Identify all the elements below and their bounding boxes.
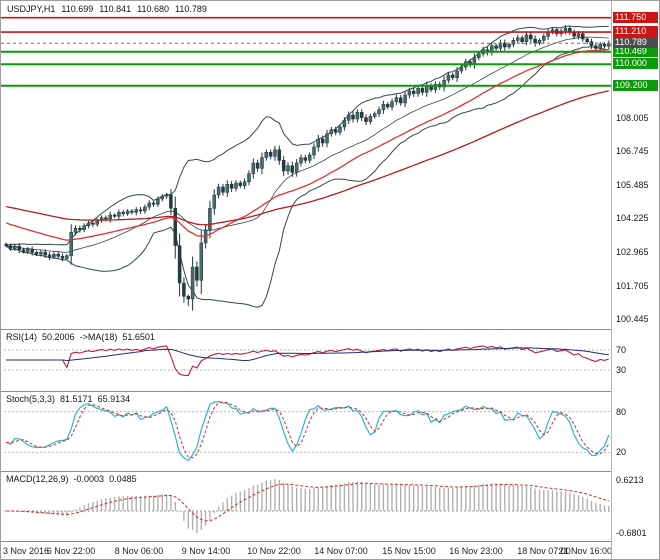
- moving-averages: [5, 48, 609, 241]
- time-axis-label: 8 Nov 06:00: [114, 546, 164, 556]
- stochastic-canvas: [4, 400, 611, 462]
- price-level-badge: 111.750: [613, 11, 658, 23]
- ohlc-high-value: 110.841: [99, 4, 132, 14]
- ohlc-open-value: 110.699: [61, 4, 94, 14]
- stoch-name: Stoch(5,3,3): [6, 394, 56, 404]
- price-tick-label: 104.225: [616, 213, 649, 224]
- time-axis-label: 9 Nov 14:00: [181, 546, 231, 556]
- stoch-k-line: [5, 400, 610, 462]
- symbol-timeframe-label: USDJPY,H1: [7, 4, 56, 14]
- macd-indicator-pane[interactable]: MACD(12,26,9) -0.0003 0.0485: [1, 472, 614, 541]
- macd-canvas: [4, 479, 611, 533]
- macd-histogram: [9, 479, 610, 533]
- time-axis-label: 6 Nov 22:00: [46, 546, 96, 556]
- ohlc-low-value: 110.680: [137, 4, 169, 14]
- macd-value: -0.0003: [73, 474, 105, 484]
- price-tick-label: 101.705: [616, 280, 649, 291]
- rsi-ma-name: ->MA(18): [79, 332, 118, 342]
- macd-indicator-label: MACD(12,26,9) -0.0003 0.0485: [6, 474, 137, 484]
- current-price-badge: 110.789: [613, 37, 658, 49]
- stoch-k-value: 81.5171: [60, 394, 93, 404]
- support-resistance-lines: [1, 16, 613, 87]
- main-chart-canvas: [1, 16, 613, 311]
- price-tick-label: 105.485: [616, 179, 649, 190]
- price-tick-label: 106.745: [616, 146, 649, 157]
- time-axis-label: 14 Nov 07:00: [314, 546, 368, 556]
- indicator-level-label: 80: [616, 406, 627, 417]
- price-level-badge: 110.469: [613, 45, 658, 57]
- rsi-line: [6, 345, 609, 377]
- stoch-level-lines: [4, 411, 611, 453]
- time-axis-label: 10 Nov 22:00: [247, 546, 301, 556]
- rsi-canvas: [4, 345, 611, 377]
- price-level-badge: 110.000: [613, 58, 658, 70]
- time-axis-label: 16 Nov 23:00: [449, 546, 503, 556]
- stoch-d-value: 65.9134: [97, 394, 131, 404]
- macd-name: MACD(12,26,9): [6, 474, 69, 484]
- stoch-d-line: [6, 401, 610, 459]
- indicator-level-label: 30: [616, 365, 627, 375]
- pane-separator[interactable]: [1, 541, 659, 542]
- time-axis-label: 3 Nov 2016: [3, 546, 50, 556]
- time-axis-label: 15 Nov 15:00: [382, 546, 436, 556]
- indicator-level-label: 0.6213: [616, 475, 644, 485]
- main-chart-pane[interactable]: USDJPY,H1 110.699 110.841 110.680 110.78…: [1, 1, 614, 329]
- indicator-level-label: -0.6801: [616, 528, 647, 538]
- bollinger-bands: [5, 25, 609, 308]
- stochastic-indicator-pane[interactable]: Stoch(5,3,3) 81.5171 65.9134: [1, 392, 614, 471]
- rsi-ma-line: [6, 347, 609, 362]
- macd-signal-line: [6, 482, 609, 522]
- indicator-level-label: 70: [616, 345, 627, 355]
- rsi-value: 50.2006: [42, 332, 75, 342]
- price-level-badge: 111.210: [613, 26, 658, 38]
- price-axis[interactable]: 108.005 106.745 105.485 104.225 102.965 101.7…: [611, 1, 659, 559]
- time-axis-label: 21 Nov 16:00: [558, 546, 612, 556]
- price-tick-label: 108.005: [616, 112, 649, 123]
- indicator-level-label: 20: [616, 447, 627, 458]
- pane-separator[interactable]: [1, 391, 659, 392]
- time-axis-label: 18 Nov 07:00: [517, 546, 571, 556]
- rsi-indicator-label: RSI(14) 50.2006 ->MA(18) 51.6501: [6, 332, 155, 342]
- chart-title: USDJPY,H1 110.699 110.841 110.680 110.78…: [7, 4, 207, 14]
- rsi-indicator-pane[interactable]: RSI(14) 50.2006 ->MA(18) 51.6501: [1, 330, 614, 391]
- pane-separator[interactable]: [1, 329, 659, 330]
- rsi-ma-value: 51.6501: [122, 332, 155, 342]
- ohlc-close-value: 110.789: [174, 4, 207, 14]
- price-tick-label: 100.445: [616, 314, 649, 325]
- price-level-badge: 109.200: [613, 79, 658, 91]
- stochastic-indicator-label: Stoch(5,3,3) 81.5171 65.9134: [6, 394, 130, 404]
- time-axis[interactable]: 3 Nov 2016 6 Nov 22:00 8 Nov 06:00 9 Nov 14…: [1, 542, 614, 559]
- candles-series: [4, 25, 611, 311]
- pane-separator[interactable]: [1, 471, 659, 472]
- macd-signal-value: 0.0485: [109, 474, 137, 484]
- price-tick-label: 102.965: [616, 246, 649, 257]
- rsi-name: RSI(14): [6, 332, 38, 342]
